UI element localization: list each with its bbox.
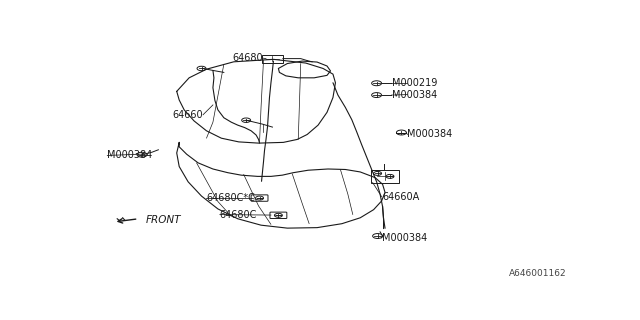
Text: 64660: 64660 <box>172 110 203 120</box>
Bar <box>371 170 399 183</box>
Text: A646001162: A646001162 <box>508 269 566 278</box>
Text: FRONT: FRONT <box>145 215 181 225</box>
Text: 64680C*C: 64680C*C <box>207 193 255 203</box>
Text: 64660A: 64660A <box>383 192 420 202</box>
Text: 64680: 64680 <box>232 53 262 63</box>
FancyBboxPatch shape <box>251 195 268 201</box>
Text: M000384: M000384 <box>108 150 152 160</box>
Text: 64680C: 64680C <box>220 210 257 220</box>
FancyBboxPatch shape <box>270 212 287 219</box>
Bar <box>262 55 283 62</box>
Text: M000384: M000384 <box>408 130 452 140</box>
Text: M000219: M000219 <box>392 78 438 88</box>
Text: M000384: M000384 <box>381 234 427 244</box>
Text: M000384: M000384 <box>392 90 438 100</box>
